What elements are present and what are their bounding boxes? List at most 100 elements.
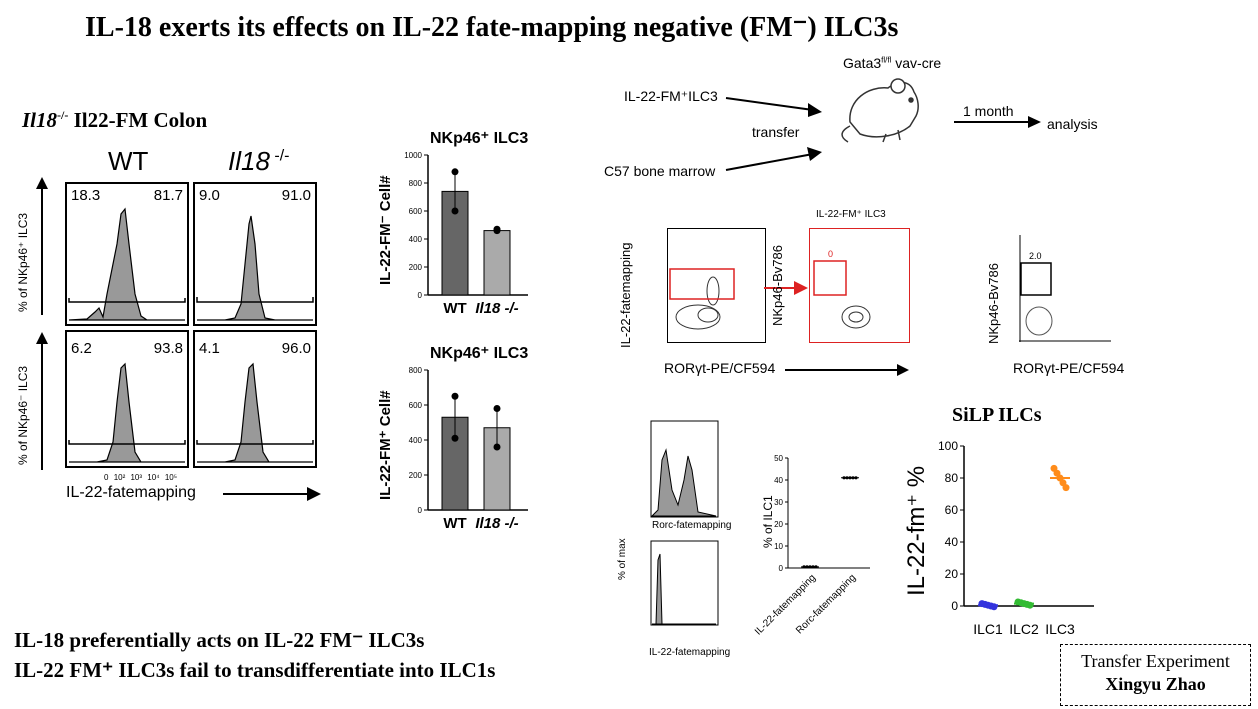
red-arrow — [764, 281, 808, 295]
x-axis-arrow-head — [307, 487, 321, 501]
x-category-label: ILC2 — [1009, 621, 1039, 637]
flow-xarrow — [785, 364, 909, 376]
arrow-bm — [725, 153, 814, 171]
flow2-ylabel: NKp46-Bv786 — [770, 245, 785, 326]
data-point — [802, 565, 806, 569]
y-tick-label: 400 — [409, 436, 423, 445]
hist-xlabel: IL-22-fatemapping — [66, 484, 196, 501]
row2-arrow — [36, 332, 48, 344]
slide-title: IL-18 exerts its effects on IL-22 fate-m… — [85, 12, 899, 43]
y-tick-label: 0 — [418, 506, 423, 515]
hist-panel-ko-nkp46neg: 4.1 96.0 — [193, 330, 317, 468]
hist2-xlabel2: IL-22-fatemapping — [649, 647, 731, 658]
pct-left: 4.1 — [199, 340, 220, 357]
data-point — [808, 565, 812, 569]
gate2-value: 0 — [828, 249, 834, 259]
credit-line2: Xingyu Zhao — [1105, 674, 1206, 694]
y-tick-label: 20 — [945, 567, 959, 581]
data-point — [845, 476, 849, 480]
bar — [483, 230, 511, 296]
y-tick-label: 80 — [945, 471, 959, 485]
dot-ylabel: % of ILC1 — [761, 495, 775, 548]
y-tick-label: 50 — [774, 454, 783, 463]
y-tick-label: 30 — [774, 498, 783, 507]
bar-ylabel: IL-22-FM⁻ Cell# — [377, 175, 394, 285]
data-point — [814, 565, 818, 569]
y-tick-label: 200 — [409, 263, 423, 272]
hist2-ylabel: % of max — [617, 538, 628, 580]
data-point — [493, 227, 501, 235]
col-ko: Il18 -/- — [228, 146, 290, 176]
pct-right: 93.8 — [153, 340, 183, 357]
arrow-ilc3-head — [808, 103, 822, 117]
data-point — [1062, 484, 1070, 492]
y-tick-label: 600 — [409, 401, 423, 410]
y-tick-label: 200 — [409, 471, 423, 480]
y-tick-label: 40 — [774, 476, 783, 485]
x-category-label: ILC3 — [1045, 621, 1075, 637]
conclusion-2: IL-22 FM⁺ ILC3s fail to transdifferentia… — [14, 658, 496, 682]
label-transfer: transfer — [752, 124, 800, 140]
flow3-ylabel: NKp46-Bv786 — [986, 263, 1001, 344]
arrow-bm-head — [807, 147, 822, 161]
data-point — [842, 476, 846, 480]
bar-title: NKp46⁺ ILC3 — [430, 345, 528, 362]
pct-right: 81.7 — [153, 187, 183, 204]
hist2-xlabel1: Rorc-fatemapping — [652, 520, 732, 531]
data-point — [805, 565, 809, 569]
label-month: 1 month — [963, 103, 1014, 119]
y-tick-label: 400 — [409, 235, 423, 244]
hist-panel-wt-nkp46neg: 6.2 93.8 — [65, 330, 189, 468]
credit-line1: Transfer Experiment — [1081, 651, 1230, 671]
hist-panel-ko-nkp46pos: 9.0 91.0 — [193, 182, 317, 326]
silp-ylabel: IL-22-fm⁺ % — [903, 466, 930, 596]
flow-xlabel: RORγt-PE/CF594 — [664, 360, 776, 376]
data-point — [851, 476, 855, 480]
y-tick-label: 0 — [418, 291, 423, 300]
row1-arrow — [36, 177, 48, 189]
pct-left: 18.3 — [71, 187, 101, 204]
silp-title: SiLP ILCs — [952, 404, 1042, 426]
credit-box: Transfer Experiment Xingyu Zhao — [1060, 644, 1251, 706]
data-point — [854, 476, 858, 480]
flow2-title: IL-22-FM⁺ ILC3 — [816, 209, 886, 220]
y-tick-label: 800 — [409, 179, 423, 188]
pct-right: 91.0 — [281, 187, 311, 204]
y-tick-label: 10 — [774, 542, 783, 551]
x-category-label: Il18 -/- — [475, 300, 518, 317]
flow-plot-2: 0 — [809, 228, 910, 343]
x-category-label: WT — [443, 515, 466, 532]
transfer-schematic — [725, 78, 1041, 171]
bar-title: NKp46⁺ ILC3 — [430, 130, 528, 147]
left-subtitle: Il18-/- Il22-FM Colon — [22, 108, 208, 132]
y-tick-label: 60 — [945, 503, 959, 517]
bar-chart-fm-pos: NKp46⁺ ILC3 IL-22-FM⁺ Cell# 0 200 400 600 800 W… — [377, 345, 528, 532]
label-analysis: analysis — [1047, 116, 1098, 132]
gate3-value: 2.0 — [1029, 251, 1042, 261]
y-tick-label: 20 — [774, 520, 783, 529]
arrow-ilc3 — [725, 97, 814, 111]
y-tick-label: 100 — [938, 439, 958, 453]
pct-right: 96.0 — [281, 340, 311, 357]
arrow-month-head — [1028, 116, 1041, 128]
data-point — [811, 565, 815, 569]
hist-rorc — [650, 420, 719, 518]
y-tick-label: 40 — [945, 535, 959, 549]
mouse-icon — [841, 78, 919, 143]
flow-xlabel2: RORγt-PE/CF594 — [1013, 360, 1125, 376]
y-tick-label: 800 — [409, 366, 423, 375]
label-ilc3: IL-22-FM⁺ILC3 — [624, 88, 718, 104]
x-category-label: WT — [443, 300, 466, 317]
pct-left: 9.0 — [199, 187, 220, 204]
hist-axes — [36, 177, 321, 501]
flow-plot-3: 2.0 — [1018, 234, 1112, 343]
x-category-label: Il18 -/- — [475, 515, 518, 532]
col-wt: WT — [108, 146, 149, 176]
conclusion-1: IL-18 preferentially acts on IL-22 FM⁻ I… — [14, 628, 425, 652]
hist-il22 — [650, 540, 719, 626]
y-tick-label: 0 — [951, 599, 958, 613]
bar-ylabel: IL-22-FM⁺ Cell# — [377, 390, 394, 500]
x-category-label: ILC1 — [973, 621, 1003, 637]
label-bm: C57 bone marrow — [604, 163, 716, 179]
flow-plot-1 — [667, 228, 766, 343]
